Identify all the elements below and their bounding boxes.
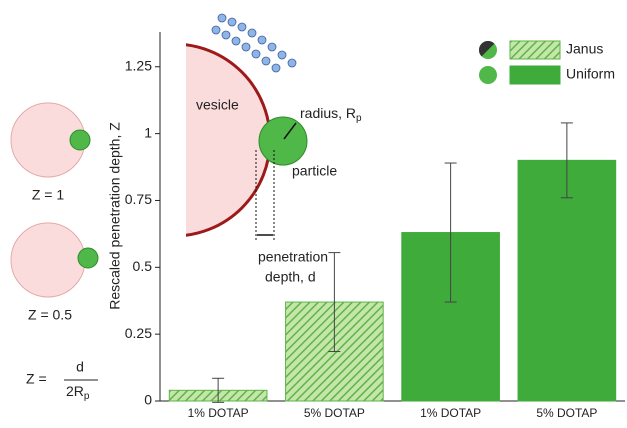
lipid-decoration <box>211 13 297 73</box>
x-tick-label: 1% DOTAP <box>420 406 481 420</box>
annotation: Z = 1 <box>32 187 65 203</box>
x-tick-label: 5% DOTAP <box>304 406 365 420</box>
x-tick-label: 1% DOTAP <box>188 406 249 420</box>
annotation: Z = 0.5 <box>28 307 72 323</box>
annotation: Z = <box>26 371 47 387</box>
legend-swatch <box>509 65 561 85</box>
legend-icon <box>479 41 495 57</box>
legend-label: Janus <box>566 41 603 57</box>
particle-icon <box>77 247 99 269</box>
y-tick-label: 0.25 <box>125 325 152 341</box>
legend-swatch <box>509 40 561 60</box>
y-tick-label: 1.25 <box>125 57 152 73</box>
particle-icon <box>69 129 91 151</box>
legend-label: Uniform <box>566 66 615 82</box>
annotation: 2Rp <box>66 383 90 402</box>
legend-icon <box>479 66 497 84</box>
y-tick-label: 0.75 <box>125 191 152 207</box>
y-tick-label: 1 <box>144 124 152 140</box>
bar <box>517 159 617 402</box>
radius-arrow <box>283 122 297 140</box>
annotation: d <box>76 359 84 375</box>
x-tick-label: 5% DOTAP <box>536 406 597 420</box>
annotation: vesicle <box>196 97 239 113</box>
annotation: depth, d <box>265 269 316 285</box>
y-tick-label: 0 <box>144 392 152 408</box>
annotation: penetration <box>258 249 328 265</box>
particle <box>258 116 308 166</box>
y-axis-label: Rescaled penetration depth, Z <box>107 122 123 310</box>
annotation: particle <box>292 163 337 179</box>
annotation: radius, Rp <box>300 105 362 124</box>
y-tick-label: 0.5 <box>133 258 153 274</box>
vesicle-icon <box>10 222 86 298</box>
